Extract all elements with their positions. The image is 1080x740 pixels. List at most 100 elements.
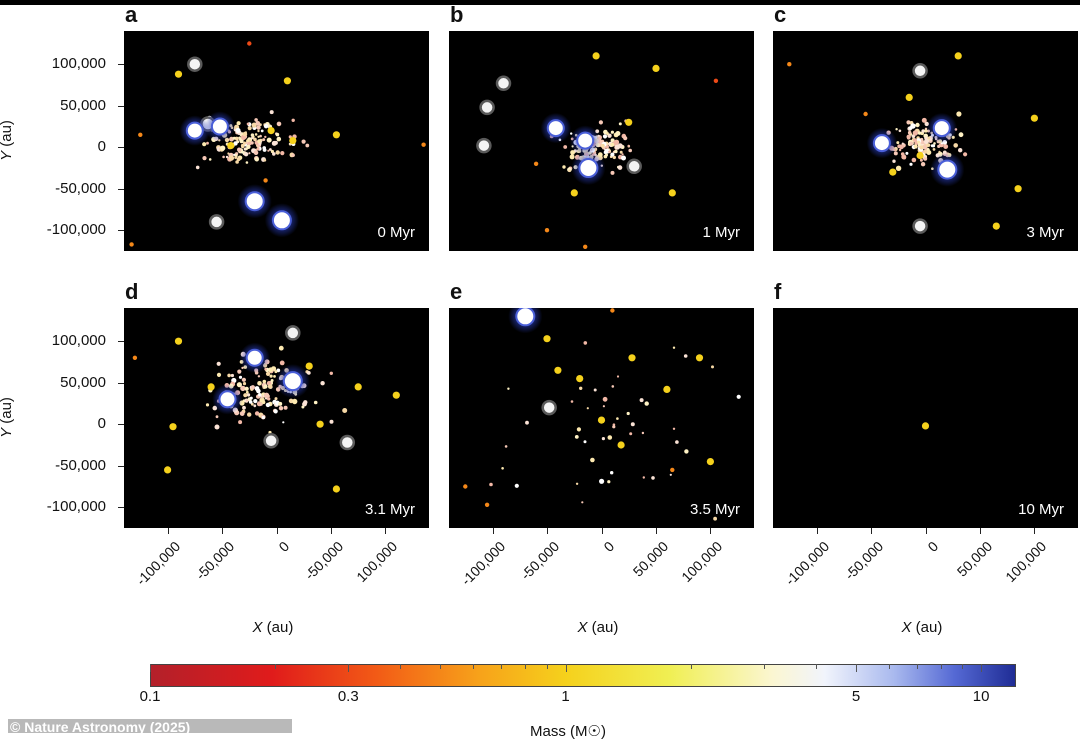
field-star [234,156,238,159]
field-star [626,411,630,416]
star-point-a-7 [174,70,183,78]
field-star [581,501,584,504]
field-star [930,144,934,148]
field-star [614,149,618,154]
field-star [252,135,255,138]
field-star [257,129,260,133]
field-star [915,122,920,128]
x-tick-mark [925,528,927,534]
field-star [246,122,250,126]
field-star [246,393,251,397]
field-star [684,449,689,454]
star-point-a-0 [187,56,203,72]
x-axis-label: X (au) [577,619,619,636]
star-point-c-11 [787,62,792,67]
star-point-a-6 [208,214,225,230]
field-star [507,387,510,390]
field-star [236,157,241,162]
field-star [230,373,234,378]
colorbar-minor-tick [690,664,692,669]
field-star [627,144,630,148]
star-point-a-11 [267,127,275,135]
star-point-e-14 [670,467,675,473]
colorbar-major-tick [856,664,857,672]
field-star [256,125,261,130]
field-star [629,432,633,436]
field-star [616,375,620,378]
field-star [247,412,252,417]
field-star [257,375,261,378]
colorbar-minor-tick [940,664,942,669]
colorbar-tick-label: 0.1 [139,688,161,705]
field-star [607,480,611,484]
field-star [568,169,571,173]
field-star [933,142,936,145]
field-star [605,145,609,149]
field-star [489,482,493,487]
field-star [911,157,917,163]
colorbar-minor-tick [501,664,503,669]
y-tick-label: -100,000 [46,498,106,516]
field-star [342,408,348,413]
field-star [246,139,250,143]
field-star [267,384,273,389]
colorbar-minor-tick [763,664,765,669]
field-star [605,132,609,135]
panel-letter-c: c [774,2,787,27]
field-star [579,386,583,390]
field-star [329,371,333,375]
star-point-e-7 [706,458,714,466]
panel-f: 10 Myr [773,308,1078,528]
field-star [917,147,920,150]
star-point-e-8 [695,354,704,362]
field-star [628,148,632,153]
field-star [269,148,272,151]
colorbar-minor-tick [440,664,442,669]
field-star [206,141,209,145]
field-star [240,385,246,392]
field-star [922,145,927,150]
star-point-b-15 [583,244,588,249]
field-star [216,361,221,366]
field-star [610,152,615,157]
star-point-d-9 [164,466,172,474]
field-star [251,122,257,128]
field-star [901,154,907,160]
field-star [927,136,931,140]
star-point-c-6 [992,222,1000,230]
field-star [602,405,605,408]
field-star [905,151,909,155]
field-star [921,117,927,123]
colorbar-minor-tick [546,664,548,669]
field-star [254,118,258,122]
star-field-d [132,325,400,493]
field-star [279,360,285,366]
field-star [235,136,239,141]
star-point-e-6 [617,441,625,449]
field-star [586,407,589,410]
star-field-c [787,52,1038,234]
star-point-d-4 [263,433,279,449]
field-star [263,158,267,162]
field-star [651,476,655,480]
star-point-d-3 [218,390,237,409]
star-point-b-4 [578,158,599,178]
field-star [943,144,949,149]
field-star [593,388,597,392]
field-star [278,401,283,406]
field-star [264,135,267,139]
field-star [921,129,925,133]
field-star [672,427,676,430]
field-star [239,411,245,416]
time-label-f: 10 Myr [1018,501,1064,518]
field-star [276,136,282,142]
star-point-b-13 [713,78,719,83]
star-point-c-2 [932,119,951,138]
field-star [610,130,614,134]
field-star [253,137,257,142]
y-tick-label: 0 [97,415,106,433]
x-tick-mark [330,528,332,534]
field-star [683,354,688,358]
field-star [272,152,276,156]
field-star [598,120,603,125]
